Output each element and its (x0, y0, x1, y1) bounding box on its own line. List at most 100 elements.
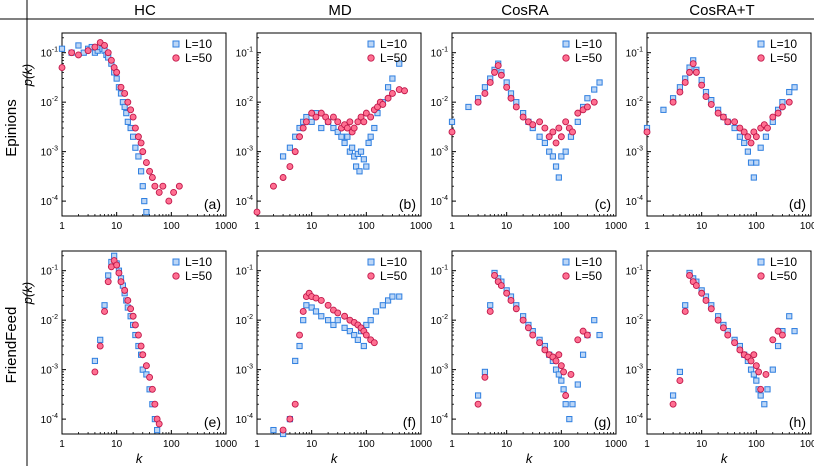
point-L10 (536, 133, 543, 140)
point-L50 (474, 400, 482, 408)
point-L50 (744, 133, 752, 141)
point-L50 (131, 124, 139, 132)
y-tick-label: 10-2 (236, 96, 253, 109)
legend-marker-L10 (757, 40, 765, 48)
point-L50 (286, 415, 294, 423)
point-L50 (702, 93, 710, 100)
panel-e: 1 10 100 1000 10-1 10-2 10-3 10-4 p(k) k L=10L=50 (… (20, 250, 238, 466)
point-L50 (146, 373, 154, 381)
point-L10 (569, 401, 576, 408)
point-L10 (396, 60, 403, 67)
point-L50 (84, 47, 92, 55)
y-axis-label: p(k) (20, 282, 35, 305)
point-L50 (481, 373, 489, 381)
point-L10 (546, 148, 553, 155)
point-L50 (151, 182, 159, 190)
x-tick-label: 10 (306, 221, 318, 232)
point-L10 (660, 106, 667, 113)
y-tick-label: 10-1 (41, 265, 58, 278)
legend-label-L50: L=50 (380, 269, 407, 283)
point-L50 (681, 79, 689, 86)
point-L50 (334, 309, 342, 317)
point-L50 (486, 79, 494, 86)
point-L10 (596, 331, 603, 339)
column-title-hc: HC (134, 2, 156, 19)
point-L50 (698, 81, 706, 89)
y-axis-label: p(k) (20, 64, 35, 87)
point-L10 (753, 377, 760, 384)
point-L50 (491, 68, 498, 76)
point-L50 (497, 282, 505, 290)
point-L50 (707, 305, 715, 313)
point-L50 (139, 351, 147, 359)
point-L50 (165, 197, 173, 205)
point-L50 (752, 133, 760, 141)
point-L50 (536, 118, 544, 126)
x-axis-label: k (526, 451, 534, 466)
point-L10 (487, 302, 494, 309)
legend-marker-L10 (562, 258, 570, 266)
point-L50 (507, 94, 515, 102)
point-L10 (334, 317, 341, 324)
point-L50 (574, 109, 582, 117)
point-L50 (362, 109, 370, 117)
legend-label-L50: L=50 (575, 51, 602, 65)
point-L10 (360, 156, 367, 163)
point-L50 (155, 188, 163, 196)
point-L10 (741, 139, 748, 147)
column-title-md: MD (328, 2, 351, 19)
point-L50 (731, 118, 739, 126)
panels: 1 10 100 100010-110-210-310-4p(k)L=10L=50(a… (20, 32, 814, 466)
point-L50 (686, 68, 693, 76)
point-L50 (590, 98, 598, 106)
point-L10 (58, 45, 66, 52)
column-title-cosra: CosRA (501, 2, 549, 19)
point-L10 (341, 324, 348, 331)
y-tick-label: 10-1 (626, 47, 643, 60)
point-L10 (596, 79, 603, 86)
point-L50 (552, 139, 560, 147)
point-L10 (300, 317, 307, 324)
point-L50 (750, 351, 758, 359)
point-L10 (736, 133, 743, 140)
point-L10 (676, 368, 684, 375)
point-L10 (75, 42, 82, 49)
x-tick-label: 10 (696, 439, 708, 450)
x-tick-label: 1 (254, 439, 260, 450)
point-L50 (137, 342, 145, 350)
x-tick-label: 1000 (410, 439, 433, 450)
x-tick-label: 100 (553, 439, 570, 450)
point-L10 (356, 168, 363, 175)
point-L50 (96, 342, 104, 350)
point-L50 (324, 301, 332, 309)
x-tick-label: 100 (748, 221, 765, 232)
y-tick-label: 10-2 (626, 96, 643, 109)
panel-f: 1 10 100 1000 10-1 10-2 10-3 10-4 k L=10L=50 (f) (236, 250, 433, 466)
x-tick-label: 10 (696, 221, 708, 232)
x-tick-label: 100 (163, 439, 180, 450)
point-L50 (75, 51, 82, 59)
panel-label: (b) (399, 196, 416, 212)
point-L10 (753, 159, 760, 166)
point-L50 (68, 49, 76, 57)
legend-label-L50: L=50 (770, 269, 797, 283)
point-L50 (569, 128, 576, 136)
point-L50 (714, 109, 722, 117)
y-tick-label: 10-1 (431, 265, 448, 278)
point-L50 (557, 362, 565, 370)
point-L50 (552, 357, 560, 365)
legend-label-L10: L=10 (380, 255, 407, 269)
point-L50 (707, 100, 715, 108)
point-L50 (736, 124, 744, 132)
point-L10 (389, 293, 396, 300)
legend-label-L10: L=10 (185, 255, 212, 269)
panel-b: 1 10 100 1000 10-1 10-2 10-3 10-4 L=10L=50 (b) (236, 32, 433, 232)
point-L10 (379, 302, 386, 309)
point-L50 (764, 124, 771, 132)
point-L50 (507, 297, 515, 304)
point-L50 (567, 370, 575, 378)
point-L50 (148, 174, 156, 181)
point-L50 (583, 103, 591, 111)
point-L10 (344, 133, 351, 140)
point-L50 (350, 124, 358, 132)
